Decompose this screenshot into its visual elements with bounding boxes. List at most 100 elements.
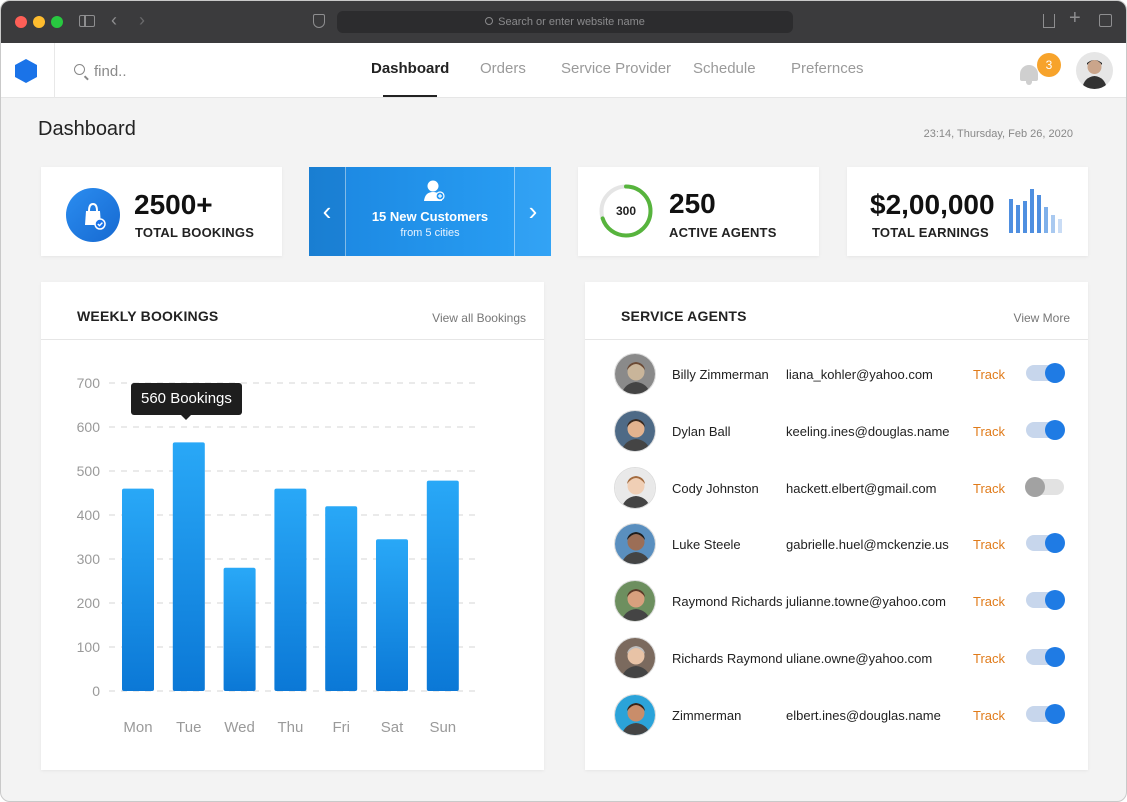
- agent-name: Luke Steele: [672, 537, 741, 553]
- sidebar-toggle-icon[interactable]: [79, 15, 95, 27]
- agent-email: liana_kohler@yahoo.com: [786, 367, 933, 382]
- toggle-knob: [1045, 363, 1065, 383]
- notification-badge: 3: [1037, 53, 1061, 77]
- track-link[interactable]: Track: [973, 537, 1006, 553]
- share-icon[interactable]: [1043, 14, 1055, 28]
- total-earnings-card: $2,00,000 TOTAL EARNINGS: [847, 167, 1088, 256]
- page-title: Dashboard: [38, 118, 136, 140]
- agent-avatar: [614, 580, 656, 623]
- track-link[interactable]: Track: [973, 367, 1006, 382]
- agent-name: Zimmerman: [672, 707, 742, 723]
- close-window-button[interactable]: [15, 16, 27, 28]
- track-link[interactable]: Track: [973, 707, 1006, 723]
- agent-active-toggle[interactable]: [1026, 647, 1065, 667]
- search-input[interactable]: [94, 60, 294, 82]
- shopping-bag-icon: [66, 188, 120, 242]
- agent-avatar: [614, 523, 656, 566]
- weekly-bookings-title: WEEKLY BOOKINGS: [77, 308, 219, 324]
- agent-row: Dylan Ball keeling.ines@douglas.name Track: [585, 409, 1088, 467]
- agent-email: uliane.owne@yahoo.com: [786, 651, 933, 666]
- tab-schedule[interactable]: Schedule: [693, 60, 756, 77]
- tab-overview-icon[interactable]: [1099, 14, 1112, 27]
- chart-tooltip: 560 Bookings: [131, 383, 242, 420]
- search-icon: [74, 64, 85, 75]
- agent-name: Richards Raymond: [672, 651, 783, 666]
- agent-row: Zimmerman elbert.ines@douglas.name Track: [585, 693, 1088, 751]
- tab-preferences[interactable]: Prefernces: [791, 60, 864, 77]
- service-agents-title: SERVICE AGENTS: [621, 308, 747, 324]
- earnings-mini-bars-icon: [1009, 189, 1062, 233]
- privacy-shield-icon[interactable]: [313, 14, 325, 28]
- new-customers-carousel: ‹ 15 New Customers from 5 cities ›: [309, 167, 551, 256]
- tab-dashboard[interactable]: Dashboard: [371, 60, 450, 77]
- tab-orders[interactable]: Orders: [480, 60, 526, 77]
- app-header: Dashboard Orders Service Provider Schedu…: [1, 43, 1126, 98]
- tab-service-provider[interactable]: Service Provider: [561, 60, 672, 77]
- agent-name: Dylan Ball: [672, 423, 731, 439]
- agent-active-toggle[interactable]: [1026, 363, 1065, 383]
- logo-hexagon-icon[interactable]: [15, 59, 37, 83]
- back-arrow-icon[interactable]: ‹: [111, 10, 117, 30]
- address-bar[interactable]: Search or enter website name: [337, 11, 793, 33]
- user-avatar[interactable]: [1076, 52, 1113, 89]
- agent-email: elbert.ines@douglas.name: [786, 707, 941, 723]
- agent-avatar: [614, 409, 656, 452]
- agent-row: Richards Raymond uliane.owne@yahoo.com Tra…: [585, 637, 1088, 694]
- active-agents-card: 300 250 ACTIVE AGENTS: [578, 167, 819, 256]
- agent-email: gabrielle.huel@mckenzie.us: [786, 537, 949, 553]
- agent-email: keeling.ines@douglas.name: [786, 423, 950, 439]
- track-link[interactable]: Track: [973, 480, 1006, 496]
- active-agents-value: 250: [669, 188, 716, 219]
- agent-email: hackett.elbert@gmail.com: [786, 480, 937, 496]
- minimize-window-button[interactable]: [33, 16, 45, 28]
- agent-name: Billy Zimmerman: [672, 367, 769, 382]
- bell-icon[interactable]: [1020, 65, 1038, 85]
- toggle-knob: [1045, 647, 1065, 667]
- agent-name: Cody Johnston: [672, 480, 759, 496]
- forward-arrow-icon[interactable]: ›: [139, 10, 145, 30]
- total-bookings-value: 2500+: [134, 189, 213, 220]
- view-more-link[interactable]: View More: [1013, 311, 1070, 325]
- agent-active-toggle[interactable]: [1026, 703, 1065, 724]
- agent-row: Billy Zimmerman liana_kohler@yahoo.com Tra…: [585, 353, 1088, 410]
- zoom-window-button[interactable]: [51, 16, 63, 28]
- total-bookings-card: 2500+ TOTAL BOOKINGS: [41, 167, 282, 256]
- address-placeholder: Search or enter website name: [498, 16, 645, 28]
- service-agents-header: SERVICE AGENTS View More: [585, 282, 1088, 340]
- track-link[interactable]: Track: [973, 651, 1006, 666]
- carousel-next-button[interactable]: ›: [514, 167, 551, 256]
- track-link[interactable]: Track: [973, 423, 1006, 439]
- toggle-knob: [1045, 590, 1065, 611]
- address-search-icon: [485, 17, 494, 25]
- toggle-knob: [1045, 703, 1065, 724]
- toggle-knob: [1045, 533, 1065, 554]
- agent-active-toggle[interactable]: [1026, 533, 1065, 554]
- total-earnings-label: TOTAL EARNINGS: [872, 225, 989, 240]
- agent-active-toggle[interactable]: [1025, 476, 1064, 497]
- agent-avatar: [614, 693, 656, 736]
- track-link[interactable]: Track: [973, 594, 1006, 610]
- logo-container: [1, 43, 55, 98]
- agents-ring-value: 300: [616, 204, 636, 218]
- user-avatar-image: [1076, 52, 1113, 89]
- agent-avatar: [614, 353, 656, 395]
- weekly-bookings-header: WEEKLY BOOKINGS View all Bookings: [41, 282, 544, 340]
- total-bookings-label: TOTAL BOOKINGS: [135, 225, 255, 240]
- agent-active-toggle[interactable]: [1026, 419, 1065, 440]
- new-tab-icon[interactable]: +: [1069, 7, 1081, 29]
- toggle-knob: [1045, 419, 1065, 440]
- agent-email: julianne.towne@yahoo.com: [786, 594, 946, 610]
- carousel-prev-button[interactable]: ‹: [309, 167, 346, 256]
- agent-row: Luke Steele gabrielle.huel@mckenzie.us Tra…: [585, 523, 1088, 580]
- weekly-bookings-panel: WEEKLY BOOKINGS View all Bookings: [41, 282, 544, 770]
- user-add-icon: [423, 179, 445, 203]
- service-agents-panel: SERVICE AGENTS View More Billy Zimmerman…: [585, 282, 1088, 770]
- agent-active-toggle[interactable]: [1026, 590, 1065, 611]
- agent-name: Raymond Richards: [672, 594, 783, 610]
- active-agents-label: ACTIVE AGENTS: [669, 225, 777, 240]
- browser-toolbar: ‹ › Search or enter website name +: [1, 1, 1126, 43]
- agent-avatar: [614, 637, 656, 679]
- total-earnings-value: $2,00,000: [870, 189, 995, 220]
- view-all-bookings-link[interactable]: View all Bookings: [432, 311, 526, 325]
